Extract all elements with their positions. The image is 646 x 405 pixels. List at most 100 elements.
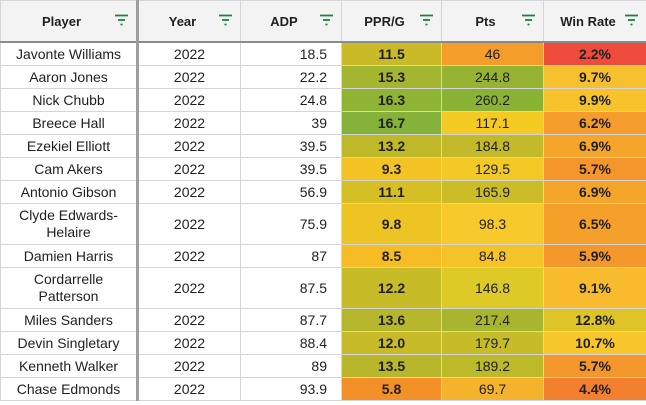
cell-year[interactable]: 2022 xyxy=(137,157,241,181)
cell-points[interactable]: 98.3 xyxy=(441,203,544,245)
cell-points[interactable]: 217.4 xyxy=(441,308,544,332)
cell-adp[interactable]: 56.9 xyxy=(240,180,342,204)
cell-year[interactable]: 2022 xyxy=(137,377,241,401)
cell-player[interactable]: Kenneth Walker xyxy=(0,354,139,378)
cell-year[interactable]: 2022 xyxy=(137,111,241,135)
cell-ppr-per-game[interactable]: 16.3 xyxy=(341,88,442,112)
cell-adp[interactable]: 18.5 xyxy=(240,41,342,66)
cell-player[interactable]: Javonte Williams xyxy=(0,41,139,66)
cell-ppr-per-game[interactable]: 8.5 xyxy=(341,244,442,268)
cell-player[interactable]: Cam Akers xyxy=(0,157,139,181)
cell-points[interactable]: 129.5 xyxy=(441,157,544,181)
cell-year[interactable]: 2022 xyxy=(137,354,241,378)
column-header-ppr[interactable]: PPR/G xyxy=(341,0,442,43)
cell-adp[interactable]: 87.7 xyxy=(240,308,342,332)
cell-player[interactable]: Devin Singletary xyxy=(0,331,139,355)
cell-points[interactable]: 165.9 xyxy=(441,180,544,204)
cell-adp[interactable]: 87 xyxy=(240,244,342,268)
column-header-pts[interactable]: Pts xyxy=(441,0,544,43)
cell-player[interactable]: Breece Hall xyxy=(0,111,139,135)
cell-ppr-per-game[interactable]: 9.8 xyxy=(341,203,442,245)
cell-year[interactable]: 2022 xyxy=(137,65,241,89)
cell-player[interactable]: Antonio Gibson xyxy=(0,180,139,204)
cell-points[interactable]: 244.8 xyxy=(441,65,544,89)
filter-icon[interactable] xyxy=(420,14,433,26)
cell-year[interactable]: 2022 xyxy=(137,267,241,309)
cell-year[interactable]: 2022 xyxy=(137,308,241,332)
cell-ppr-per-game[interactable]: 13.5 xyxy=(341,354,442,378)
cell-ppr-per-game[interactable]: 13.6 xyxy=(341,308,442,332)
cell-points[interactable]: 46 xyxy=(441,41,544,66)
cell-win-rate[interactable]: 6.2% xyxy=(543,111,646,135)
cell-win-rate[interactable]: 9.9% xyxy=(543,88,646,112)
cell-win-rate[interactable]: 9.7% xyxy=(543,65,646,89)
header-row: Player Year ADP PPR/G Pts xyxy=(0,0,646,43)
column-header-player[interactable]: Player xyxy=(0,0,139,43)
filter-icon[interactable] xyxy=(320,14,333,26)
cell-ppr-per-game[interactable]: 12.2 xyxy=(341,267,442,309)
cell-win-rate[interactable]: 6.9% xyxy=(543,134,646,158)
cell-win-rate[interactable]: 6.9% xyxy=(543,180,646,204)
cell-win-rate[interactable]: 12.8% xyxy=(543,308,646,332)
column-header-adp[interactable]: ADP xyxy=(240,0,342,43)
cell-points[interactable]: 84.8 xyxy=(441,244,544,268)
cell-player[interactable]: Clyde Edwards-Helaire xyxy=(0,203,139,245)
cell-adp[interactable]: 87.5 xyxy=(240,267,342,309)
cell-player[interactable]: Aaron Jones xyxy=(0,65,139,89)
cell-win-rate[interactable]: 9.1% xyxy=(543,267,646,309)
cell-points[interactable]: 184.8 xyxy=(441,134,544,158)
cell-ppr-per-game[interactable]: 16.7 xyxy=(341,111,442,135)
cell-win-rate[interactable]: 4.4% xyxy=(543,377,646,401)
cell-points[interactable]: 189.2 xyxy=(441,354,544,378)
cell-player[interactable]: Damien Harris xyxy=(0,244,139,268)
cell-points[interactable]: 179.7 xyxy=(441,331,544,355)
cell-year[interactable]: 2022 xyxy=(137,244,241,268)
cell-ppr-per-game[interactable]: 9.3 xyxy=(341,157,442,181)
cell-adp[interactable]: 93.9 xyxy=(240,377,342,401)
column-header-year[interactable]: Year xyxy=(137,0,241,43)
cell-adp[interactable]: 39.5 xyxy=(240,157,342,181)
cell-adp[interactable]: 22.2 xyxy=(240,65,342,89)
cell-ppr-per-game[interactable]: 11.1 xyxy=(341,180,442,204)
cell-adp[interactable]: 24.8 xyxy=(240,88,342,112)
cell-win-rate[interactable]: 5.7% xyxy=(543,354,646,378)
cell-year[interactable]: 2022 xyxy=(137,331,241,355)
filter-icon[interactable] xyxy=(219,14,232,26)
table-row: Aaron Jones 2022 22.2 15.3 244.8 9.7% xyxy=(0,65,646,89)
cell-win-rate[interactable]: 5.9% xyxy=(543,244,646,268)
cell-ppr-per-game[interactable]: 11.5 xyxy=(341,41,442,66)
cell-player[interactable]: Nick Chubb xyxy=(0,88,139,112)
cell-year[interactable]: 2022 xyxy=(137,134,241,158)
cell-ppr-per-game[interactable]: 12.0 xyxy=(341,331,442,355)
cell-win-rate[interactable]: 10.7% xyxy=(543,331,646,355)
column-header-win-rate[interactable]: Win Rate xyxy=(543,0,646,43)
cell-player[interactable]: Miles Sanders xyxy=(0,308,139,332)
cell-points[interactable]: 146.8 xyxy=(441,267,544,309)
cell-win-rate[interactable]: 6.5% xyxy=(543,203,646,245)
cell-year[interactable]: 2022 xyxy=(137,180,241,204)
cell-adp[interactable]: 75.9 xyxy=(240,203,342,245)
filter-icon[interactable] xyxy=(522,14,535,26)
cell-ppr-per-game[interactable]: 13.2 xyxy=(341,134,442,158)
cell-points[interactable]: 260.2 xyxy=(441,88,544,112)
cell-adp[interactable]: 39.5 xyxy=(240,134,342,158)
cell-year[interactable]: 2022 xyxy=(137,203,241,245)
cell-player[interactable]: Ezekiel Elliott xyxy=(0,134,139,158)
cell-adp[interactable]: 88.4 xyxy=(240,331,342,355)
filter-icon[interactable] xyxy=(115,14,128,26)
cell-win-rate[interactable]: 5.7% xyxy=(543,157,646,181)
cell-player[interactable]: Chase Edmonds xyxy=(0,377,139,401)
cell-points[interactable]: 69.7 xyxy=(441,377,544,401)
cell-points[interactable]: 117.1 xyxy=(441,111,544,135)
cell-player[interactable]: Cordarrelle Patterson xyxy=(0,267,139,309)
filter-icon[interactable] xyxy=(625,14,638,26)
cell-adp[interactable]: 89 xyxy=(240,354,342,378)
cell-ppr-per-game[interactable]: 5.8 xyxy=(341,377,442,401)
cell-year[interactable]: 2022 xyxy=(137,41,241,66)
cell-year[interactable]: 2022 xyxy=(137,88,241,112)
column-header-label: Win Rate xyxy=(560,13,616,29)
cell-win-rate[interactable]: 2.2% xyxy=(543,41,646,66)
cell-adp[interactable]: 39 xyxy=(240,111,342,135)
cell-ppr-per-game[interactable]: 15.3 xyxy=(341,65,442,89)
